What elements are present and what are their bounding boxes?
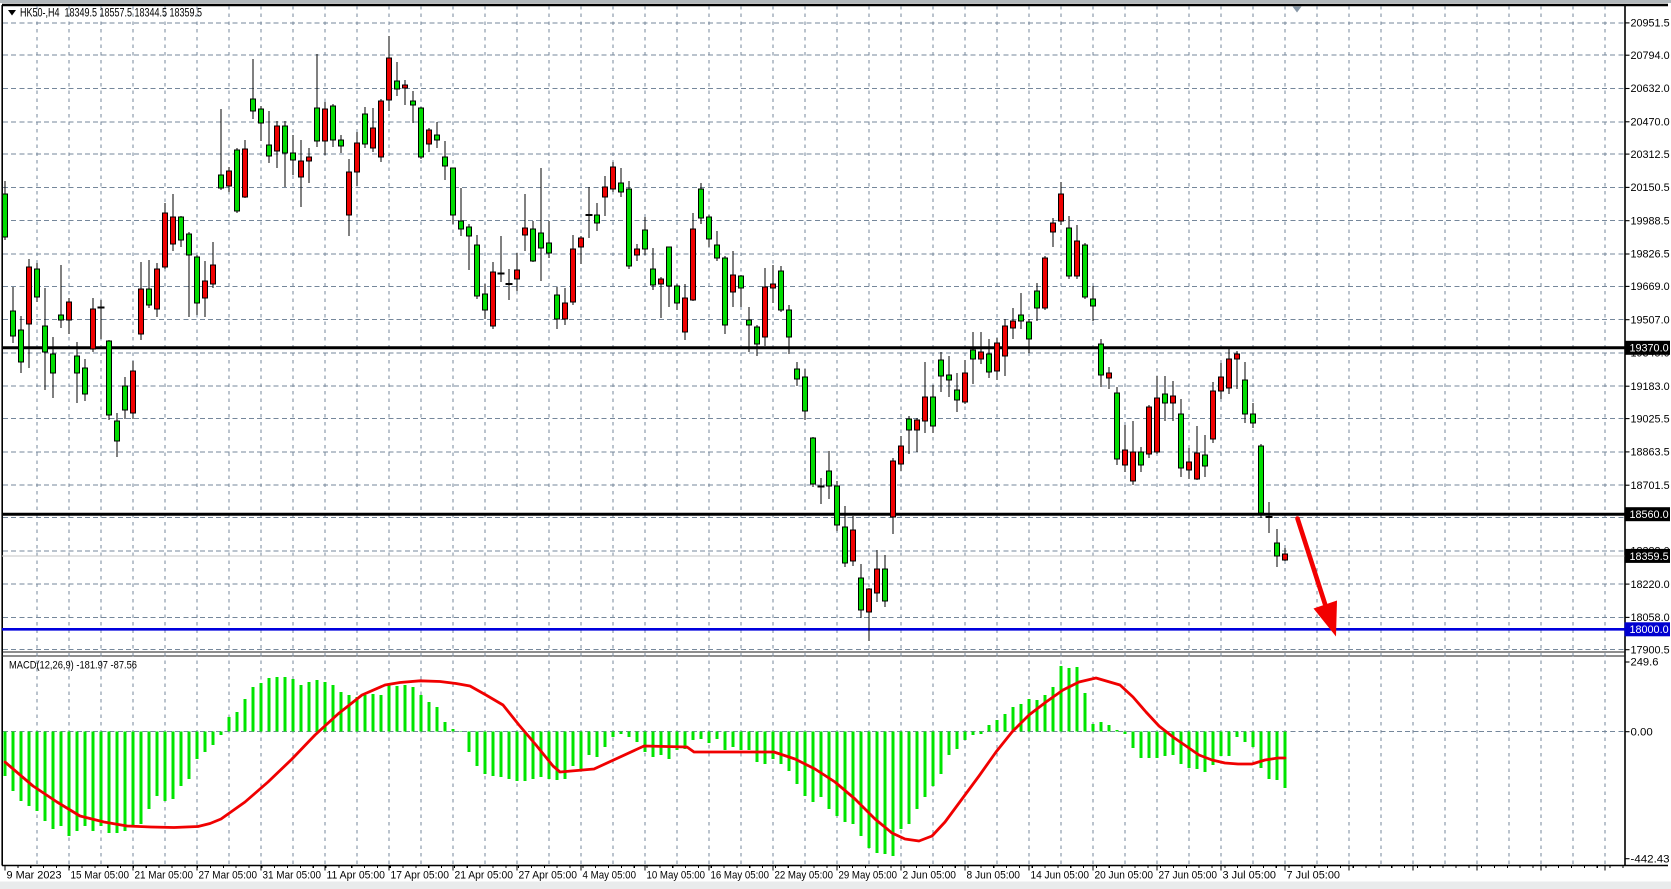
svg-text:21 Apr 05:00: 21 Apr 05:00 <box>455 870 514 882</box>
svg-text:18701.5: 18701.5 <box>1631 480 1670 492</box>
svg-text:3 Jul 05:00: 3 Jul 05:00 <box>1223 870 1277 882</box>
svg-text:18058.0: 18058.0 <box>1631 612 1670 624</box>
svg-text:29 May 05:00: 29 May 05:00 <box>839 870 898 882</box>
svg-text:18220.0: 18220.0 <box>1631 579 1670 591</box>
svg-text:18000.0: 18000.0 <box>1630 624 1669 636</box>
svg-text:27 Mar 05:00: 27 Mar 05:00 <box>199 870 258 882</box>
svg-text:22 May 05:00: 22 May 05:00 <box>775 870 834 882</box>
svg-text:14 Jun 05:00: 14 Jun 05:00 <box>1031 870 1090 882</box>
svg-text:20150.5: 20150.5 <box>1631 182 1670 194</box>
svg-text:19507.0: 19507.0 <box>1631 314 1670 326</box>
svg-text:9 Mar 2023: 9 Mar 2023 <box>7 870 62 882</box>
svg-text:18863.5: 18863.5 <box>1631 447 1670 459</box>
svg-text:249.6: 249.6 <box>1631 657 1659 669</box>
svg-text:19826.5: 19826.5 <box>1631 249 1670 261</box>
svg-text:19669.0: 19669.0 <box>1631 281 1670 293</box>
svg-text:17 Apr 05:00: 17 Apr 05:00 <box>391 870 450 882</box>
svg-text:8 Jun 05:00: 8 Jun 05:00 <box>967 870 1021 882</box>
svg-text:31 Mar 05:00: 31 Mar 05:00 <box>263 870 322 882</box>
svg-text:11 Apr 05:00: 11 Apr 05:00 <box>327 870 386 882</box>
svg-text:19988.5: 19988.5 <box>1631 215 1670 227</box>
svg-text:17900.5: 17900.5 <box>1631 644 1670 656</box>
svg-text:20632.0: 20632.0 <box>1631 83 1670 95</box>
svg-text:27 Apr 05:00: 27 Apr 05:00 <box>519 870 578 882</box>
svg-text:20 Jun 05:00: 20 Jun 05:00 <box>1095 870 1154 882</box>
svg-text:18560.0: 18560.0 <box>1630 509 1669 521</box>
svg-text:HK50-,H4 18349.5 18557.5 1834: HK50-,H4 18349.5 18557.5 18344.5 18359.5 <box>20 8 202 20</box>
svg-text:21 Mar 05:00: 21 Mar 05:00 <box>135 870 194 882</box>
svg-text:4 May 05:00: 4 May 05:00 <box>583 870 637 882</box>
svg-text:-442.43: -442.43 <box>1631 853 1670 865</box>
svg-text:2 Jun 05:00: 2 Jun 05:00 <box>903 870 957 882</box>
svg-text:27 Jun 05:00: 27 Jun 05:00 <box>1159 870 1218 882</box>
svg-text:19183.0: 19183.0 <box>1631 381 1670 393</box>
svg-text:18359.5: 18359.5 <box>1630 551 1669 563</box>
svg-text:20470.0: 20470.0 <box>1631 117 1670 129</box>
svg-text:20312.5: 20312.5 <box>1631 149 1670 161</box>
svg-text:10 May 05:00: 10 May 05:00 <box>647 870 706 882</box>
svg-text:16 May 05:00: 16 May 05:00 <box>711 870 770 882</box>
svg-text:19025.5: 19025.5 <box>1631 413 1670 425</box>
svg-text:15 Mar 05:00: 15 Mar 05:00 <box>71 870 130 882</box>
svg-text:7 Jul 05:00: 7 Jul 05:00 <box>1287 870 1341 882</box>
svg-text:MACD(12,26,9) -181.97 -87.56: MACD(12,26,9) -181.97 -87.56 <box>9 660 137 672</box>
svg-text:20951.5: 20951.5 <box>1631 18 1670 30</box>
svg-text:0.00: 0.00 <box>1631 726 1653 738</box>
svg-text:20794.0: 20794.0 <box>1631 50 1670 62</box>
svg-text:19370.0: 19370.0 <box>1630 343 1669 355</box>
